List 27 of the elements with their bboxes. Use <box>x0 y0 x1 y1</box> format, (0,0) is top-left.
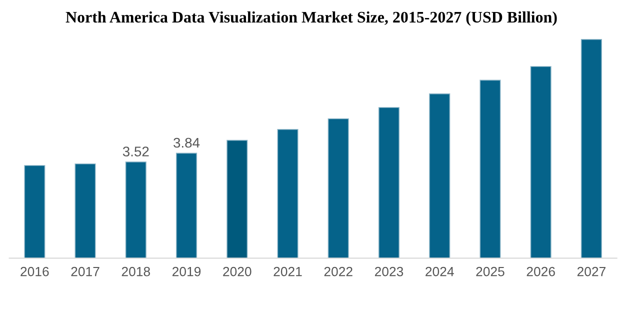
bar <box>378 107 400 258</box>
bar <box>74 163 96 258</box>
x-tick-label: 2021 <box>274 266 302 276</box>
bar <box>429 93 450 258</box>
bar <box>480 80 501 258</box>
bar <box>125 162 146 258</box>
x-tick-label: 2016 <box>20 266 49 276</box>
bar <box>530 66 552 258</box>
x-tick-label: 2023 <box>374 266 404 276</box>
data-label: 3.84 <box>174 138 200 148</box>
x-tick-label: 2027 <box>577 266 606 276</box>
bar <box>176 152 198 258</box>
bar <box>226 140 248 258</box>
x-tick-label: 2020 <box>223 266 252 276</box>
x-tick-label: 2026 <box>526 266 555 276</box>
bar <box>328 118 349 258</box>
x-tick-label: 2019 <box>172 266 201 276</box>
bar <box>24 165 46 258</box>
x-tick-label: 2018 <box>122 266 150 276</box>
x-tick-label: 2024 <box>426 266 454 276</box>
bar <box>580 38 602 258</box>
x-tick-label: 2017 <box>71 266 100 276</box>
bar <box>277 128 298 258</box>
chart-title: North America Data Visualization Market Size, 2015-2027 (USD Billion) <box>66 11 557 26</box>
x-tick-label: 2022 <box>324 266 352 276</box>
x-tick-label: 2025 <box>476 266 504 276</box>
data-label: 3.52 <box>122 146 149 156</box>
